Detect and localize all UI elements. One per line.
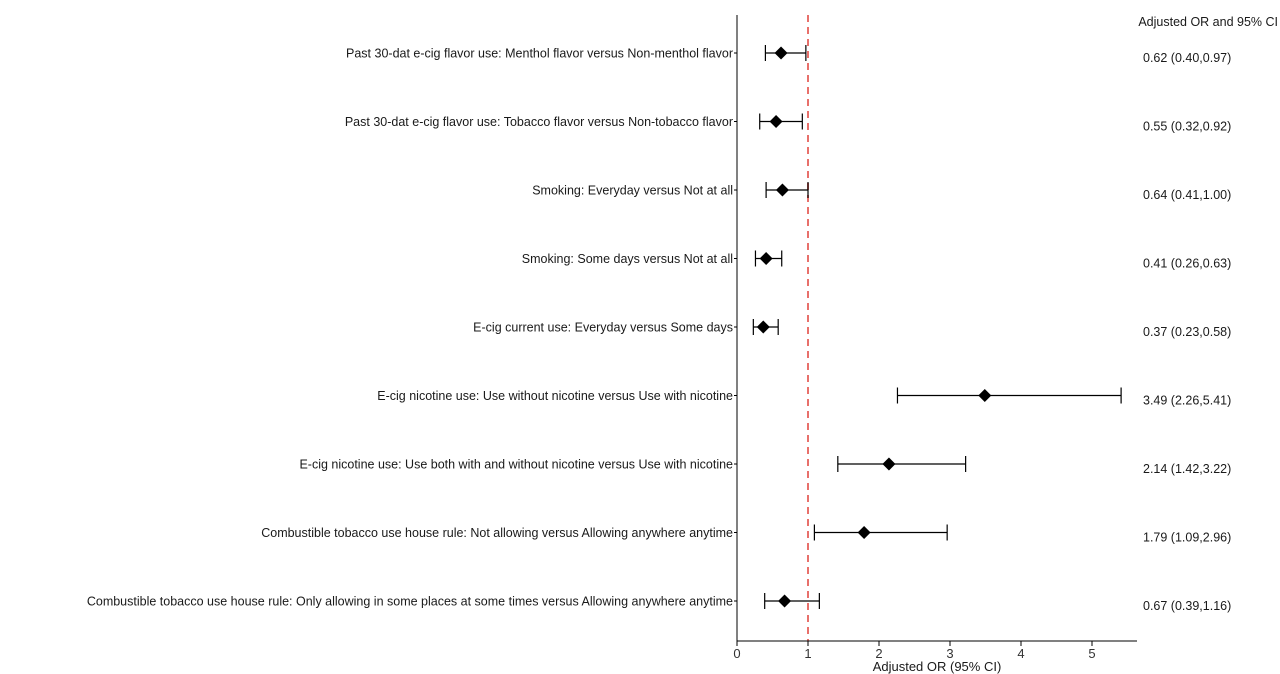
or-point [757,321,770,334]
or-point [858,526,871,539]
row-label: Combustible tobacco use house rule: Only… [87,595,733,609]
forest-row: E-cig nicotine use: Use without nicotine… [377,388,1231,408]
or-ci-text: 0.67 (0.39,1.16) [1143,599,1231,613]
or-ci-text: 0.41 (0.26,0.63) [1143,257,1231,271]
forest-row: Combustible tobacco use house rule: Not … [261,525,1231,545]
or-point [978,389,991,402]
row-label: Past 30-dat e-cig flavor use: Menthol fl… [346,47,733,61]
row-label: E-cig nicotine use: Use both with and wi… [299,458,733,472]
forest-row: Smoking: Some days versus Not at all 0.41… [522,251,1231,271]
x-tick-label: 4 [1017,646,1024,661]
x-tick-label: 5 [1088,646,1095,661]
or-ci-text: 3.49 (2.26,5.41) [1143,394,1231,408]
or-ci-text: 2.14 (1.42,3.22) [1143,462,1231,476]
axes-layer [737,15,1137,641]
or-point [882,458,895,471]
x-axis-label: Adjusted OR (95% CI) [873,659,1002,674]
or-ci-text: 0.64 (0.41,1.00) [1143,188,1231,202]
or-point [760,252,773,265]
forest-row: E-cig nicotine use: Use both with and wi… [299,456,1231,476]
or-ci-text: 0.62 (0.40,0.97) [1143,51,1231,65]
x-tick-label: 1 [804,646,811,661]
or-point [775,47,788,60]
row-label: Smoking: Everyday versus Not at all [532,184,733,198]
or-ci-text: 1.79 (1.09,2.96) [1143,531,1231,545]
row-label: E-cig nicotine use: Use without nicotine… [377,389,733,403]
row-label: E-cig current use: Everyday versus Some … [473,321,733,335]
or-column-header: Adjusted OR and 95% CI [1138,15,1278,29]
forest-row: Combustible tobacco use house rule: Only… [87,593,1231,613]
or-ci-text: 0.55 (0.32,0.92) [1143,120,1231,134]
or-ci-text: 0.37 (0.23,0.58) [1143,325,1231,339]
forest-row: Past 30-dat e-cig flavor use: Tobacco fl… [345,114,1231,134]
forest-row: Past 30-dat e-cig flavor use: Menthol fl… [346,45,1231,65]
or-point [770,115,783,128]
forest-rows: Past 30-dat e-cig flavor use: Menthol fl… [87,45,1231,613]
or-point [778,595,791,608]
forest-row: E-cig current use: Everyday versus Some … [473,319,1231,339]
x-tick-label: 0 [733,646,740,661]
row-label: Combustible tobacco use house rule: Not … [261,526,733,540]
row-label: Smoking: Some days versus Not at all [522,252,733,266]
forest-row: Smoking: Everyday versus Not at all 0.64 … [532,182,1231,202]
or-point [776,184,789,197]
row-label: Past 30-dat e-cig flavor use: Tobacco fl… [345,115,733,129]
